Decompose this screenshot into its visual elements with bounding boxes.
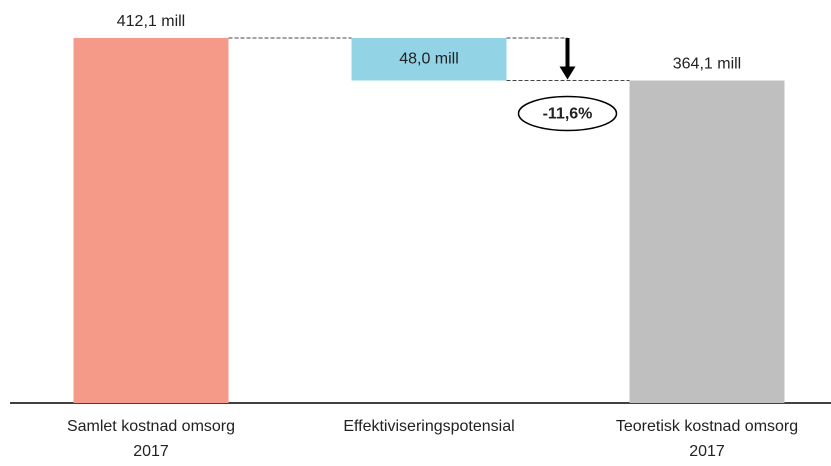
value-label: 412,1 mill	[117, 13, 185, 30]
annotation-oval	[517, 95, 618, 132]
x-tick-label: Teoretisk kostnad omsorg 2017	[615, 418, 799, 460]
value-label: 364,1 mill	[673, 56, 741, 73]
arrow-head	[559, 66, 576, 80]
bar	[351, 38, 507, 81]
bar	[73, 38, 229, 403]
bar	[629, 80, 785, 404]
x-tick-label: Effektiviseringspotensial	[343, 418, 515, 435]
x-tick-label: Samlet kostnad omsorg 2017	[66, 418, 236, 460]
annotation: -11,6%	[543, 106, 593, 123]
value-label: 48,0 mill	[399, 50, 459, 67]
